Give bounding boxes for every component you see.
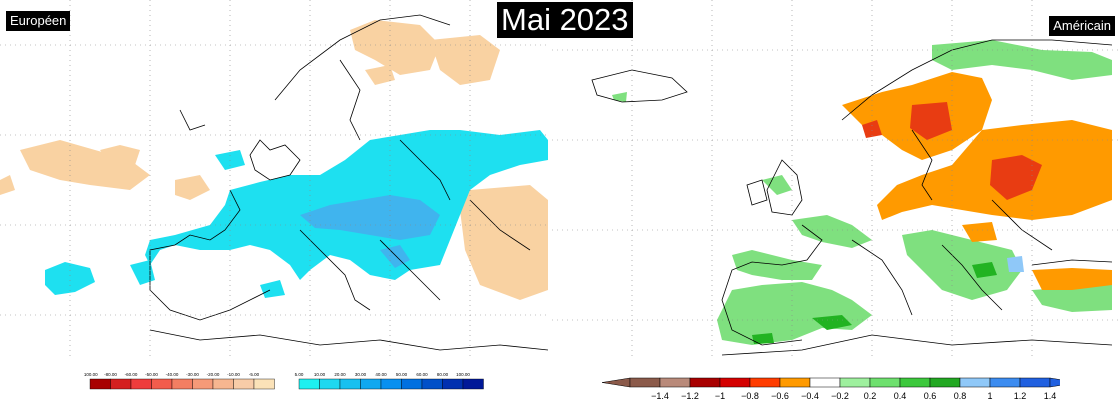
european-color-legend: -100.00 -80.00 -60.00 -50.00 -40.00 -30.00 -20… — [82, 369, 494, 399]
surplus-green-dark — [752, 262, 997, 344]
american-model-label: Américain — [1049, 16, 1115, 36]
legend-tick-label: −0.4 — [801, 391, 819, 401]
deficit-swatch — [192, 378, 214, 390]
legend-swatch — [929, 377, 961, 388]
deficit-tick-label: -40.00 — [166, 372, 179, 377]
deficit-swatch — [233, 378, 255, 390]
legend-tick-label: −0.8 — [741, 391, 759, 401]
legend-tick-label: 0.6 — [924, 391, 937, 401]
legend-tick-label: 1.2 — [1014, 391, 1027, 401]
european-legend-bar: -100.00 -80.00 -60.00 -50.00 -40.00 -30.00 -20… — [82, 372, 484, 390]
surplus-swatch — [421, 378, 443, 390]
legend-swatch — [719, 377, 751, 388]
legend-tick-label: −0.2 — [831, 391, 849, 401]
deficit-swatch — [89, 378, 111, 390]
surplus-swatch — [380, 378, 402, 390]
legend-tick-label: 1.4 — [1044, 391, 1057, 401]
surplus-swatch — [319, 378, 341, 390]
legend-tick-label: 0.8 — [954, 391, 967, 401]
legend-swatch — [1019, 377, 1051, 388]
legend-swatch — [689, 377, 721, 388]
european-map — [0, 0, 548, 360]
legend-swatch — [779, 377, 811, 388]
legend-tick-label: −1 — [715, 391, 725, 401]
european-map-panel: Européen — [0, 0, 548, 360]
surplus-green-areas — [612, 40, 1112, 345]
deficit-tick-label: -30.00 — [186, 372, 199, 377]
deficit-swatch — [130, 378, 152, 390]
european-model-label: Européen — [6, 11, 71, 31]
deficit-swatch — [171, 378, 193, 390]
deficit-tick-label: -20.00 — [207, 372, 220, 377]
graticule — [0, 0, 548, 360]
legend-swatch — [809, 377, 841, 388]
surplus-swatch — [298, 378, 320, 390]
american-map — [552, 0, 1119, 360]
legend-swatch — [629, 377, 661, 388]
legend-swatch — [839, 377, 871, 388]
american-color-legend: −1.4 −1.2 −1 −0.8 −0.6 −0.4 −0.2 0.2 0.4 0.6 0.8 1 1… — [600, 374, 1079, 404]
surplus-swatch — [360, 378, 382, 390]
deficit-tick-label: -5.00 — [249, 372, 260, 377]
deficit-swatch — [253, 378, 275, 390]
deficit-tick-label: -50.00 — [145, 372, 158, 377]
legend-tick-label: −1.4 — [651, 391, 669, 401]
deficit-tick-label: -80.00 — [104, 372, 117, 377]
surplus-tick-label: 40.00 — [375, 372, 387, 377]
american-map-panel: Américain — [552, 0, 1119, 360]
surplus-tick-label: 30.00 — [355, 372, 367, 377]
surplus-tick-label: 10.00 — [314, 372, 326, 377]
surplus-swatch — [401, 378, 423, 390]
deficit-tick-label: -10.00 — [227, 372, 240, 377]
legend-swatch — [869, 377, 901, 388]
legend-swatch — [899, 377, 931, 388]
surplus-tick-label: 60.00 — [416, 372, 428, 377]
deficit-swatch — [212, 378, 234, 390]
deficit-tick-label: -60.00 — [125, 372, 138, 377]
surplus-swatch — [462, 378, 484, 390]
deficit-swatch — [151, 378, 173, 390]
surplus-tick-label: 50.00 — [396, 372, 408, 377]
legend-swatch — [749, 377, 781, 388]
legend-tick-label: 0.2 — [864, 391, 877, 401]
map-title: Mai 2023 — [497, 2, 633, 38]
legend-arrow-right — [1049, 377, 1079, 388]
legend-swatch — [959, 377, 991, 388]
legend-swatch — [659, 377, 691, 388]
american-legend-bar: −1.4 −1.2 −1 −0.8 −0.6 −0.4 −0.2 0.2 0.4 0.6 0.8 1 1… — [601, 377, 1079, 401]
deficit-red-core — [862, 102, 1042, 200]
surplus-tick-label: 80.00 — [437, 372, 449, 377]
surplus-tick-label: 5.00 — [295, 372, 304, 377]
legend-arrow-left — [601, 377, 631, 388]
legend-swatch — [989, 377, 1021, 388]
surplus-tick-label: 20.00 — [334, 372, 346, 377]
surplus-blue-spot — [1007, 256, 1024, 272]
legend-tick-label: 1 — [987, 391, 992, 401]
surplus-swatch — [339, 378, 361, 390]
surplus-tick-label: 100.00 — [456, 372, 470, 377]
deficit-swatch — [110, 378, 132, 390]
deficit-tick-label: -100.00 — [84, 372, 98, 377]
surplus-swatch — [442, 378, 464, 390]
legend-tick-label: −0.6 — [771, 391, 789, 401]
graticule — [552, 0, 1119, 360]
legend-tick-label: 0.4 — [894, 391, 907, 401]
legend-tick-label: −1.2 — [681, 391, 699, 401]
deficit-areas — [0, 20, 548, 300]
